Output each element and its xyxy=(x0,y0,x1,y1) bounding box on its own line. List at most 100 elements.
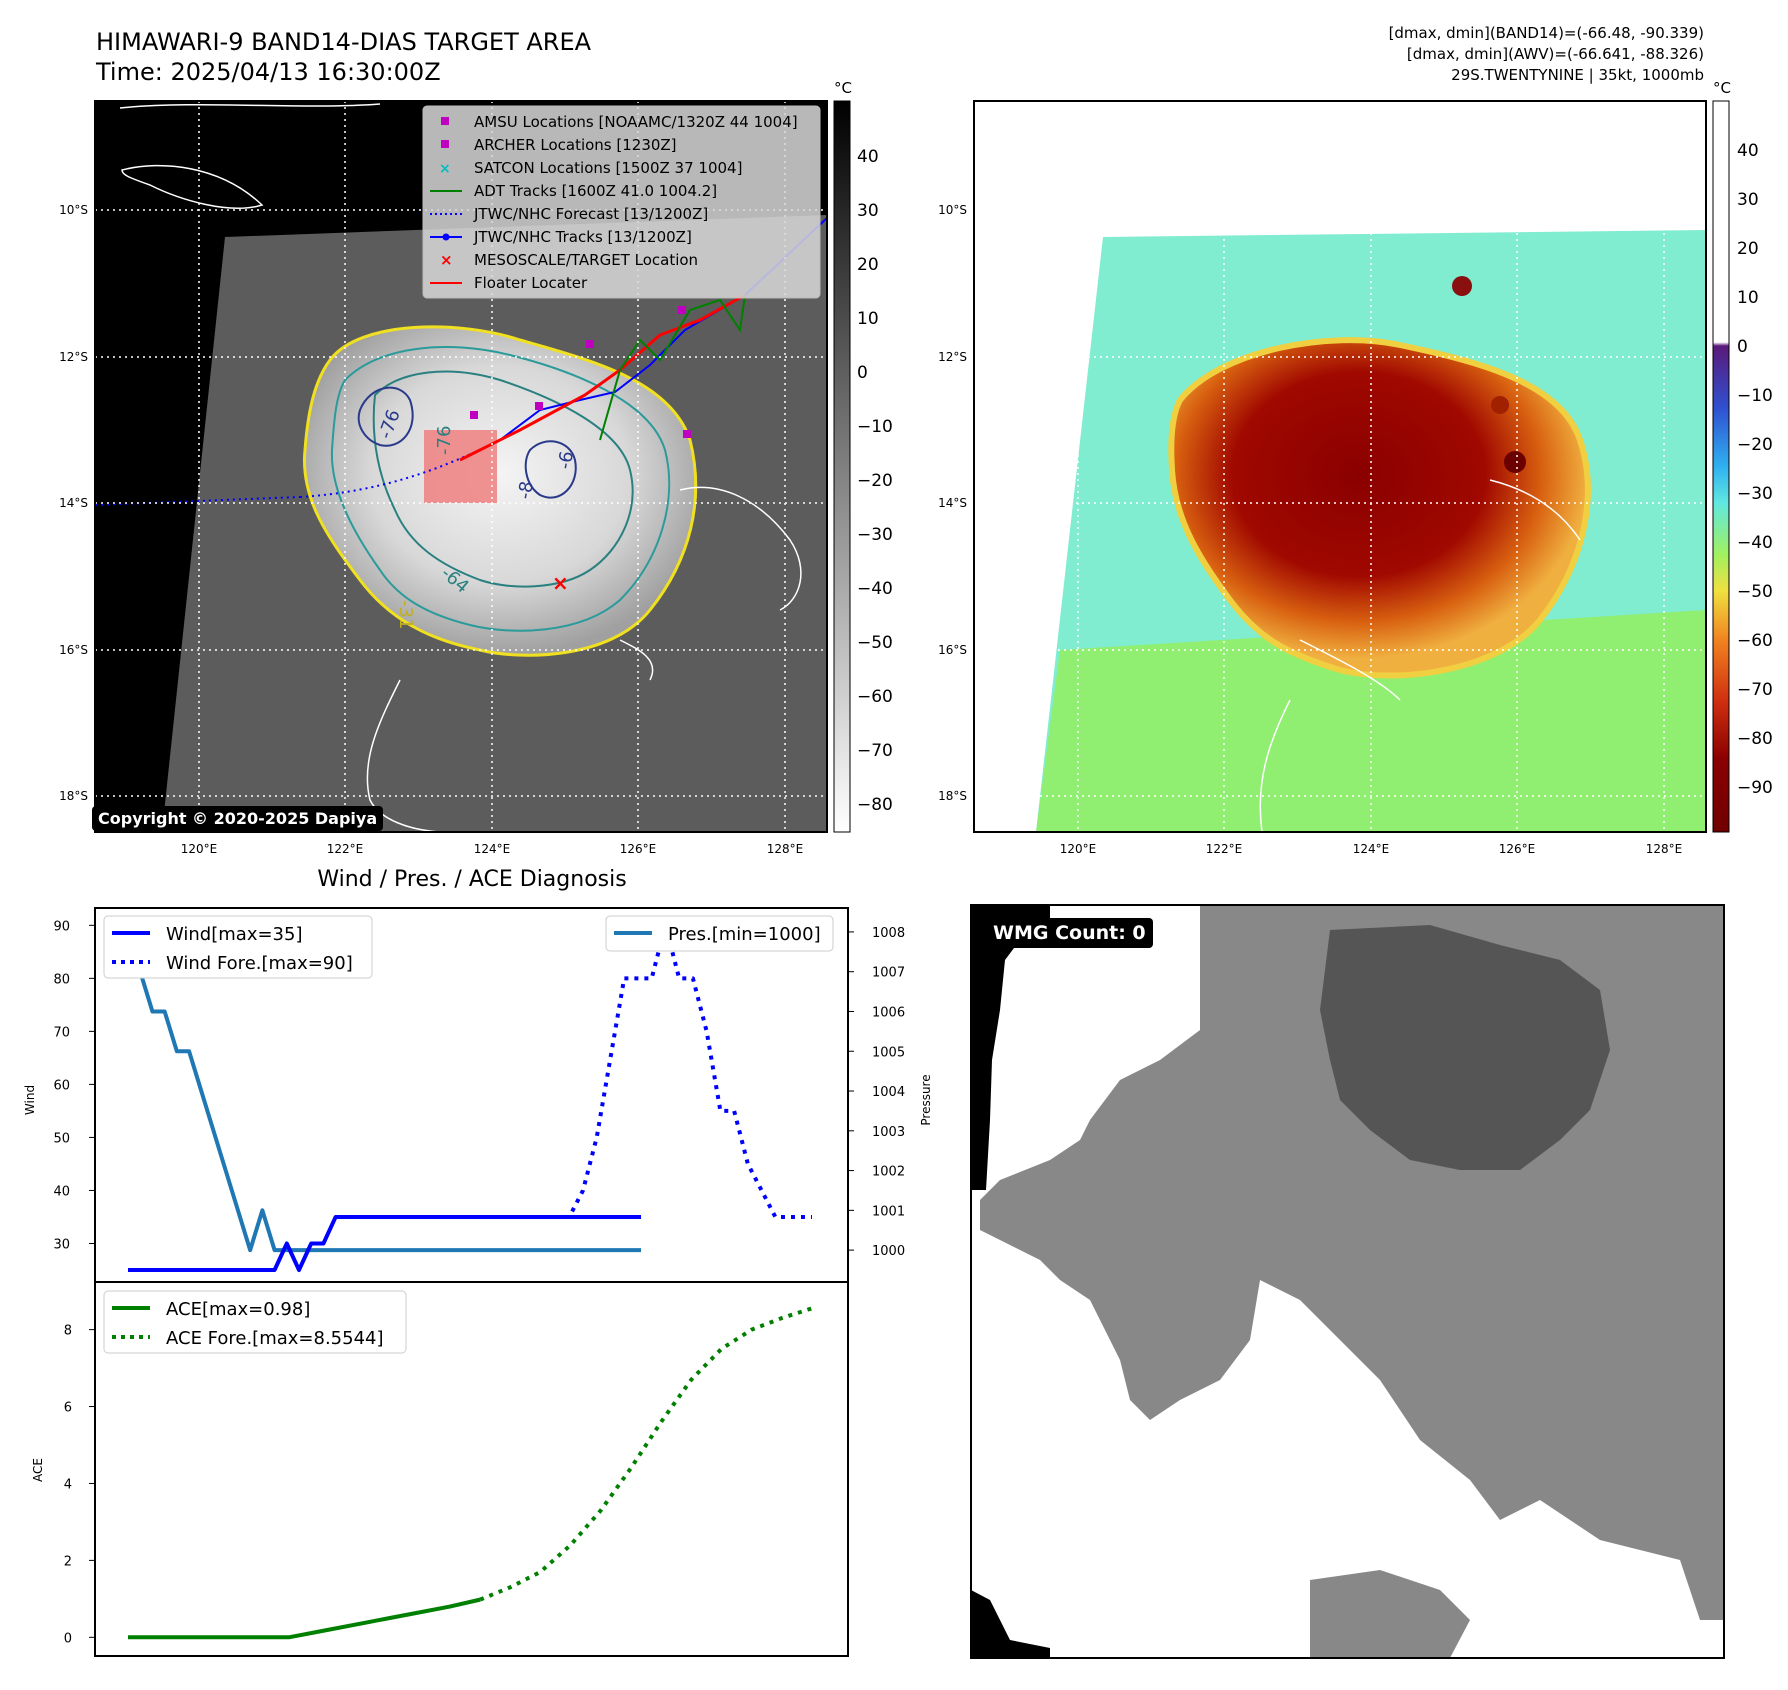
pressure-ytick-label-1: 1007 xyxy=(872,966,905,981)
map1-lon-120e: 120°E xyxy=(181,842,218,856)
map2-lon-126e: 126°E xyxy=(1499,842,1536,856)
map2-lat-14s: 14°S xyxy=(938,496,967,510)
map1-lon-122e: 122°E xyxy=(327,842,364,856)
pressure-ylabel: Pressure xyxy=(919,1074,933,1125)
color-cb-tick-10: 10 xyxy=(1737,288,1759,308)
map1-coastline-north xyxy=(119,103,381,209)
map1-forecast-track-mid xyxy=(299,439,501,498)
ace-ylabel: ACE xyxy=(31,1458,45,1482)
header-time: Time: 2025/04/13 16:30:00Z xyxy=(95,58,441,86)
map1-lon-124e: 124°E xyxy=(474,842,511,856)
gray-colorbar-unit: °C xyxy=(834,79,852,97)
wind-ytick-label-5: 40 xyxy=(53,1184,70,1199)
header-storm-info: 29S.TWENTYNINE | 35kt, 1000mb xyxy=(1451,66,1704,84)
map1-lat-10s: 10°S xyxy=(59,203,88,217)
pressure-ytick-label-8: 1000 xyxy=(872,1244,905,1259)
copyright-badge: Copyright © 2020-2025 Dapiya xyxy=(92,806,384,831)
legend-amsu-icon xyxy=(441,117,449,125)
map1-lat-12s: 12°S xyxy=(59,350,88,364)
map2-lon-128e: 128°E xyxy=(1646,842,1683,856)
gray-colorbar-bar xyxy=(833,100,851,833)
ace-series-group xyxy=(128,1306,813,1640)
wind-legend-box xyxy=(103,915,373,979)
color-cb-tick-m60: −60 xyxy=(1737,631,1773,651)
gray-cb-tick-m80: −80 xyxy=(857,795,893,815)
pressure-legend: Pres.[min=1000] xyxy=(605,915,834,952)
wmg-strong-region xyxy=(1320,925,1610,1170)
gray-cb-tick-m50: −50 xyxy=(857,633,893,653)
awv-map-panel: 10°S 12°S 14°S 16°S 18°S 120°E 122°E 124… xyxy=(938,100,1707,856)
pressure-ytick-label-0: 1008 xyxy=(872,926,905,941)
wmg-count-badge: WMG Count: 0 xyxy=(986,918,1153,948)
wind-ytick-label-1: 80 xyxy=(53,972,70,987)
gray-cb-tick-m40: −40 xyxy=(857,579,893,599)
wind-series-group xyxy=(126,923,812,1272)
ace-panel: 8 6 4 2 0 ACE ACE[max=0.98] ACE Fore.[max=8.… xyxy=(31,1281,849,1657)
gray-cb-tick-m10: −10 xyxy=(857,417,893,437)
color-colorbar: °C 40 30 20 10 0 −10 −20 −30 −40 −50 −60… xyxy=(1712,79,1773,833)
gray-cb-tick-20: 20 xyxy=(857,255,879,275)
wmg-panel xyxy=(970,904,1725,1659)
color-colorbar-bar xyxy=(1712,100,1730,833)
color-colorbar-unit: °C xyxy=(1713,79,1731,97)
map1-lat-14s: 14°S xyxy=(59,496,88,510)
wind-ytick-label-4: 50 xyxy=(53,1131,70,1146)
wind-legend-obs: Wind[max=35] xyxy=(166,924,303,945)
map2-cloud-mass xyxy=(1168,337,1591,679)
color-cb-tick-30: 30 xyxy=(1737,190,1759,210)
gray-cb-tick-m60: −60 xyxy=(857,687,893,707)
header-dmax-band14: [dmax, dmin](BAND14)=(-66.48, -90.339) xyxy=(1389,24,1704,42)
pressure-legend-label: Pres.[min=1000] xyxy=(668,924,821,945)
map1-archer-marker xyxy=(535,402,543,410)
color-colorbar-ticks: 40 30 20 10 0 −10 −20 −30 −40 −50 −60 −7… xyxy=(1737,141,1773,798)
color-cb-tick-m80: −80 xyxy=(1737,729,1773,749)
gray-cb-tick-m20: −20 xyxy=(857,471,893,491)
legend-archer-label: ARCHER Locations [1230Z] xyxy=(474,136,677,154)
ace-ytick-label-3: 2 xyxy=(64,1554,72,1569)
legend-floater-label: Floater Locater xyxy=(474,274,588,292)
pressure-ytick-label-7: 1001 xyxy=(872,1204,905,1219)
ace-legend: ACE[max=0.98] ACE Fore.[max=8.5544] xyxy=(103,1290,407,1354)
wind-ytick-label-2: 70 xyxy=(53,1025,70,1040)
color-cb-tick-0: 0 xyxy=(1737,337,1748,357)
map2-gridlines xyxy=(974,101,1706,832)
map1-legend: AMSU Locations [NOAAMC/1320Z 44 1004] AR… xyxy=(422,105,821,299)
header-title: HIMAWARI-9 BAND14-DIAS TARGET AREA xyxy=(96,28,592,56)
map1-lat-labels: 10°S 12°S 14°S 16°S 18°S xyxy=(59,203,88,803)
map2-lon-120e: 120°E xyxy=(1060,842,1097,856)
pressure-yticks: 1008 1007 1006 1005 1004 1003 1002 1001 1000 xyxy=(848,926,905,1259)
map2-lat-10s: 10°S xyxy=(938,203,967,217)
gray-cb-tick-0: 0 xyxy=(857,363,868,383)
color-cb-tick-m50: −50 xyxy=(1737,582,1773,602)
map1-contour-label-5: -8 xyxy=(514,480,538,501)
map1-lon-126e: 126°E xyxy=(620,842,657,856)
map2-convection-cell-2 xyxy=(1504,451,1526,473)
wind-ytick-label-3: 60 xyxy=(53,1078,70,1093)
color-cb-tick-20: 20 xyxy=(1737,239,1759,259)
map1-lat-16s: 16°S xyxy=(59,643,88,657)
ace-ytick-label-4: 0 xyxy=(64,1631,72,1646)
ace-legend-fore: ACE Fore.[max=8.5544] xyxy=(166,1328,384,1349)
gray-cb-tick-10: 10 xyxy=(857,309,879,329)
ace-ytick-label-2: 4 xyxy=(64,1477,72,1492)
gray-cb-tick-30: 30 xyxy=(857,201,879,221)
legend-mesoscale-icon: × xyxy=(440,251,453,269)
map1-amsu-marker-2 xyxy=(678,306,686,314)
ace-line xyxy=(128,1597,481,1640)
legend-archer-icon xyxy=(441,140,449,148)
map1-lon-labels: 120°E 122°E 124°E 126°E 128°E xyxy=(181,842,804,856)
gray-colorbar-ticks: 40 30 20 10 0 −10 −20 −30 −40 −50 −60 −7… xyxy=(857,147,893,815)
map2-frame xyxy=(973,100,1707,833)
color-cb-tick-m90: −90 xyxy=(1737,778,1773,798)
ace-ytick-label-0: 8 xyxy=(64,1324,72,1339)
map1-contour-core1 xyxy=(357,386,414,447)
map1-adt-track xyxy=(599,294,746,441)
gray-cb-tick-m30: −30 xyxy=(857,525,893,545)
map2-lat-labels: 10°S 12°S 14°S 16°S 18°S xyxy=(938,203,967,803)
map1-contour-inner xyxy=(372,370,634,588)
map1-contour-label-4: -31 xyxy=(395,600,416,629)
color-cb-tick-m40: −40 xyxy=(1737,533,1773,553)
wmg-frame xyxy=(970,904,1725,1659)
ace-legend-box xyxy=(103,1290,407,1354)
legend-amsu-label: AMSU Locations [NOAAMC/1320Z 44 1004] xyxy=(474,113,798,131)
